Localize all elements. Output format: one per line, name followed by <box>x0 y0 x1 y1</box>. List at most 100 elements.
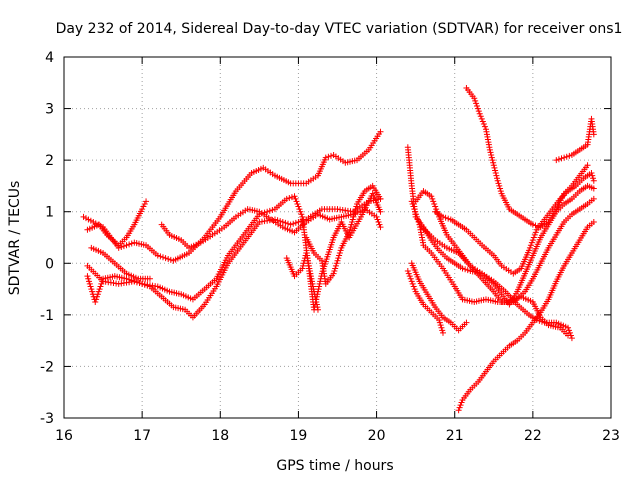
data-point <box>290 220 297 227</box>
data-point <box>477 113 484 120</box>
data-point <box>157 253 164 260</box>
series-track-r <box>455 219 597 414</box>
data-point <box>436 317 443 324</box>
data-point <box>529 237 536 244</box>
data-point <box>463 319 470 326</box>
data-point <box>346 229 353 236</box>
data-point <box>488 154 495 161</box>
y-tick-label: 1 <box>45 205 54 221</box>
data-point <box>322 154 329 161</box>
data-point <box>336 249 343 256</box>
data-point <box>490 159 497 166</box>
data-point <box>375 219 382 226</box>
y-axis-label: SDTVAR / TECUs <box>7 181 23 296</box>
data-point <box>528 239 535 246</box>
data-point <box>558 155 565 162</box>
series-track-f <box>158 206 384 251</box>
data-point <box>285 220 292 227</box>
data-point <box>487 149 494 156</box>
data-point <box>456 404 463 411</box>
data-point <box>93 293 100 300</box>
data-point <box>313 301 320 308</box>
data-point <box>287 221 294 228</box>
data-point <box>442 214 449 221</box>
data-point <box>490 162 497 169</box>
data-point <box>146 275 153 282</box>
series-track-k <box>408 260 470 334</box>
data-point <box>332 265 339 272</box>
data-point <box>350 213 357 220</box>
data-point <box>491 164 498 171</box>
data-point <box>349 219 356 226</box>
data-point <box>478 115 485 122</box>
data-point <box>455 407 462 414</box>
data-point <box>279 219 286 226</box>
data-point <box>334 257 341 264</box>
data-point <box>316 283 323 290</box>
data-point <box>376 221 383 228</box>
data-point <box>154 252 161 259</box>
data-point <box>561 154 568 161</box>
data-point <box>123 275 130 282</box>
data-point <box>410 203 417 210</box>
data-point <box>126 241 133 248</box>
data-point <box>307 273 314 280</box>
data-point <box>590 185 597 192</box>
data-point <box>308 275 315 282</box>
data-point <box>437 322 444 329</box>
data-point <box>495 180 502 187</box>
data-point <box>565 332 572 339</box>
data-point <box>566 152 573 159</box>
data-point <box>314 306 321 313</box>
data-point <box>530 234 537 241</box>
y-tick-label: -3 <box>40 411 54 427</box>
data-point <box>476 110 483 117</box>
data-point <box>590 131 597 138</box>
data-point <box>143 198 150 205</box>
data-point <box>97 283 104 290</box>
data-point <box>526 244 533 251</box>
data-point <box>473 100 480 107</box>
axis-ticks <box>63 56 612 419</box>
data-point <box>303 252 310 259</box>
data-point <box>299 265 306 272</box>
data-point <box>553 157 560 164</box>
data-point <box>312 293 319 300</box>
data-point <box>269 206 276 213</box>
data-point <box>458 399 465 406</box>
data-point <box>589 172 596 179</box>
data-point <box>471 95 478 102</box>
data-point <box>299 262 306 269</box>
data-point <box>377 208 384 215</box>
y-tick-label: 4 <box>45 50 54 66</box>
data-point <box>563 153 570 160</box>
data-point <box>565 324 572 331</box>
data-point <box>497 188 504 195</box>
data-point <box>527 242 534 249</box>
data-point <box>439 327 446 334</box>
data-point <box>282 219 289 226</box>
data-point <box>306 265 313 272</box>
data-point <box>296 206 303 213</box>
series-track-q <box>553 115 597 164</box>
data-point <box>310 283 317 290</box>
y-tick-label: -2 <box>40 359 54 375</box>
data-point <box>291 193 298 200</box>
data-point <box>305 262 312 269</box>
data-point <box>266 207 273 214</box>
data-point <box>305 260 312 267</box>
data-point <box>411 206 418 213</box>
data-point <box>351 211 358 218</box>
data-point <box>335 255 342 262</box>
data-point <box>89 288 96 295</box>
data-point <box>496 182 503 189</box>
x-tick-label: 16 <box>55 428 73 444</box>
data-point <box>492 167 499 174</box>
data-point <box>84 273 91 280</box>
series-track-p <box>463 84 591 231</box>
data-point <box>131 278 138 285</box>
data-point <box>494 175 501 182</box>
